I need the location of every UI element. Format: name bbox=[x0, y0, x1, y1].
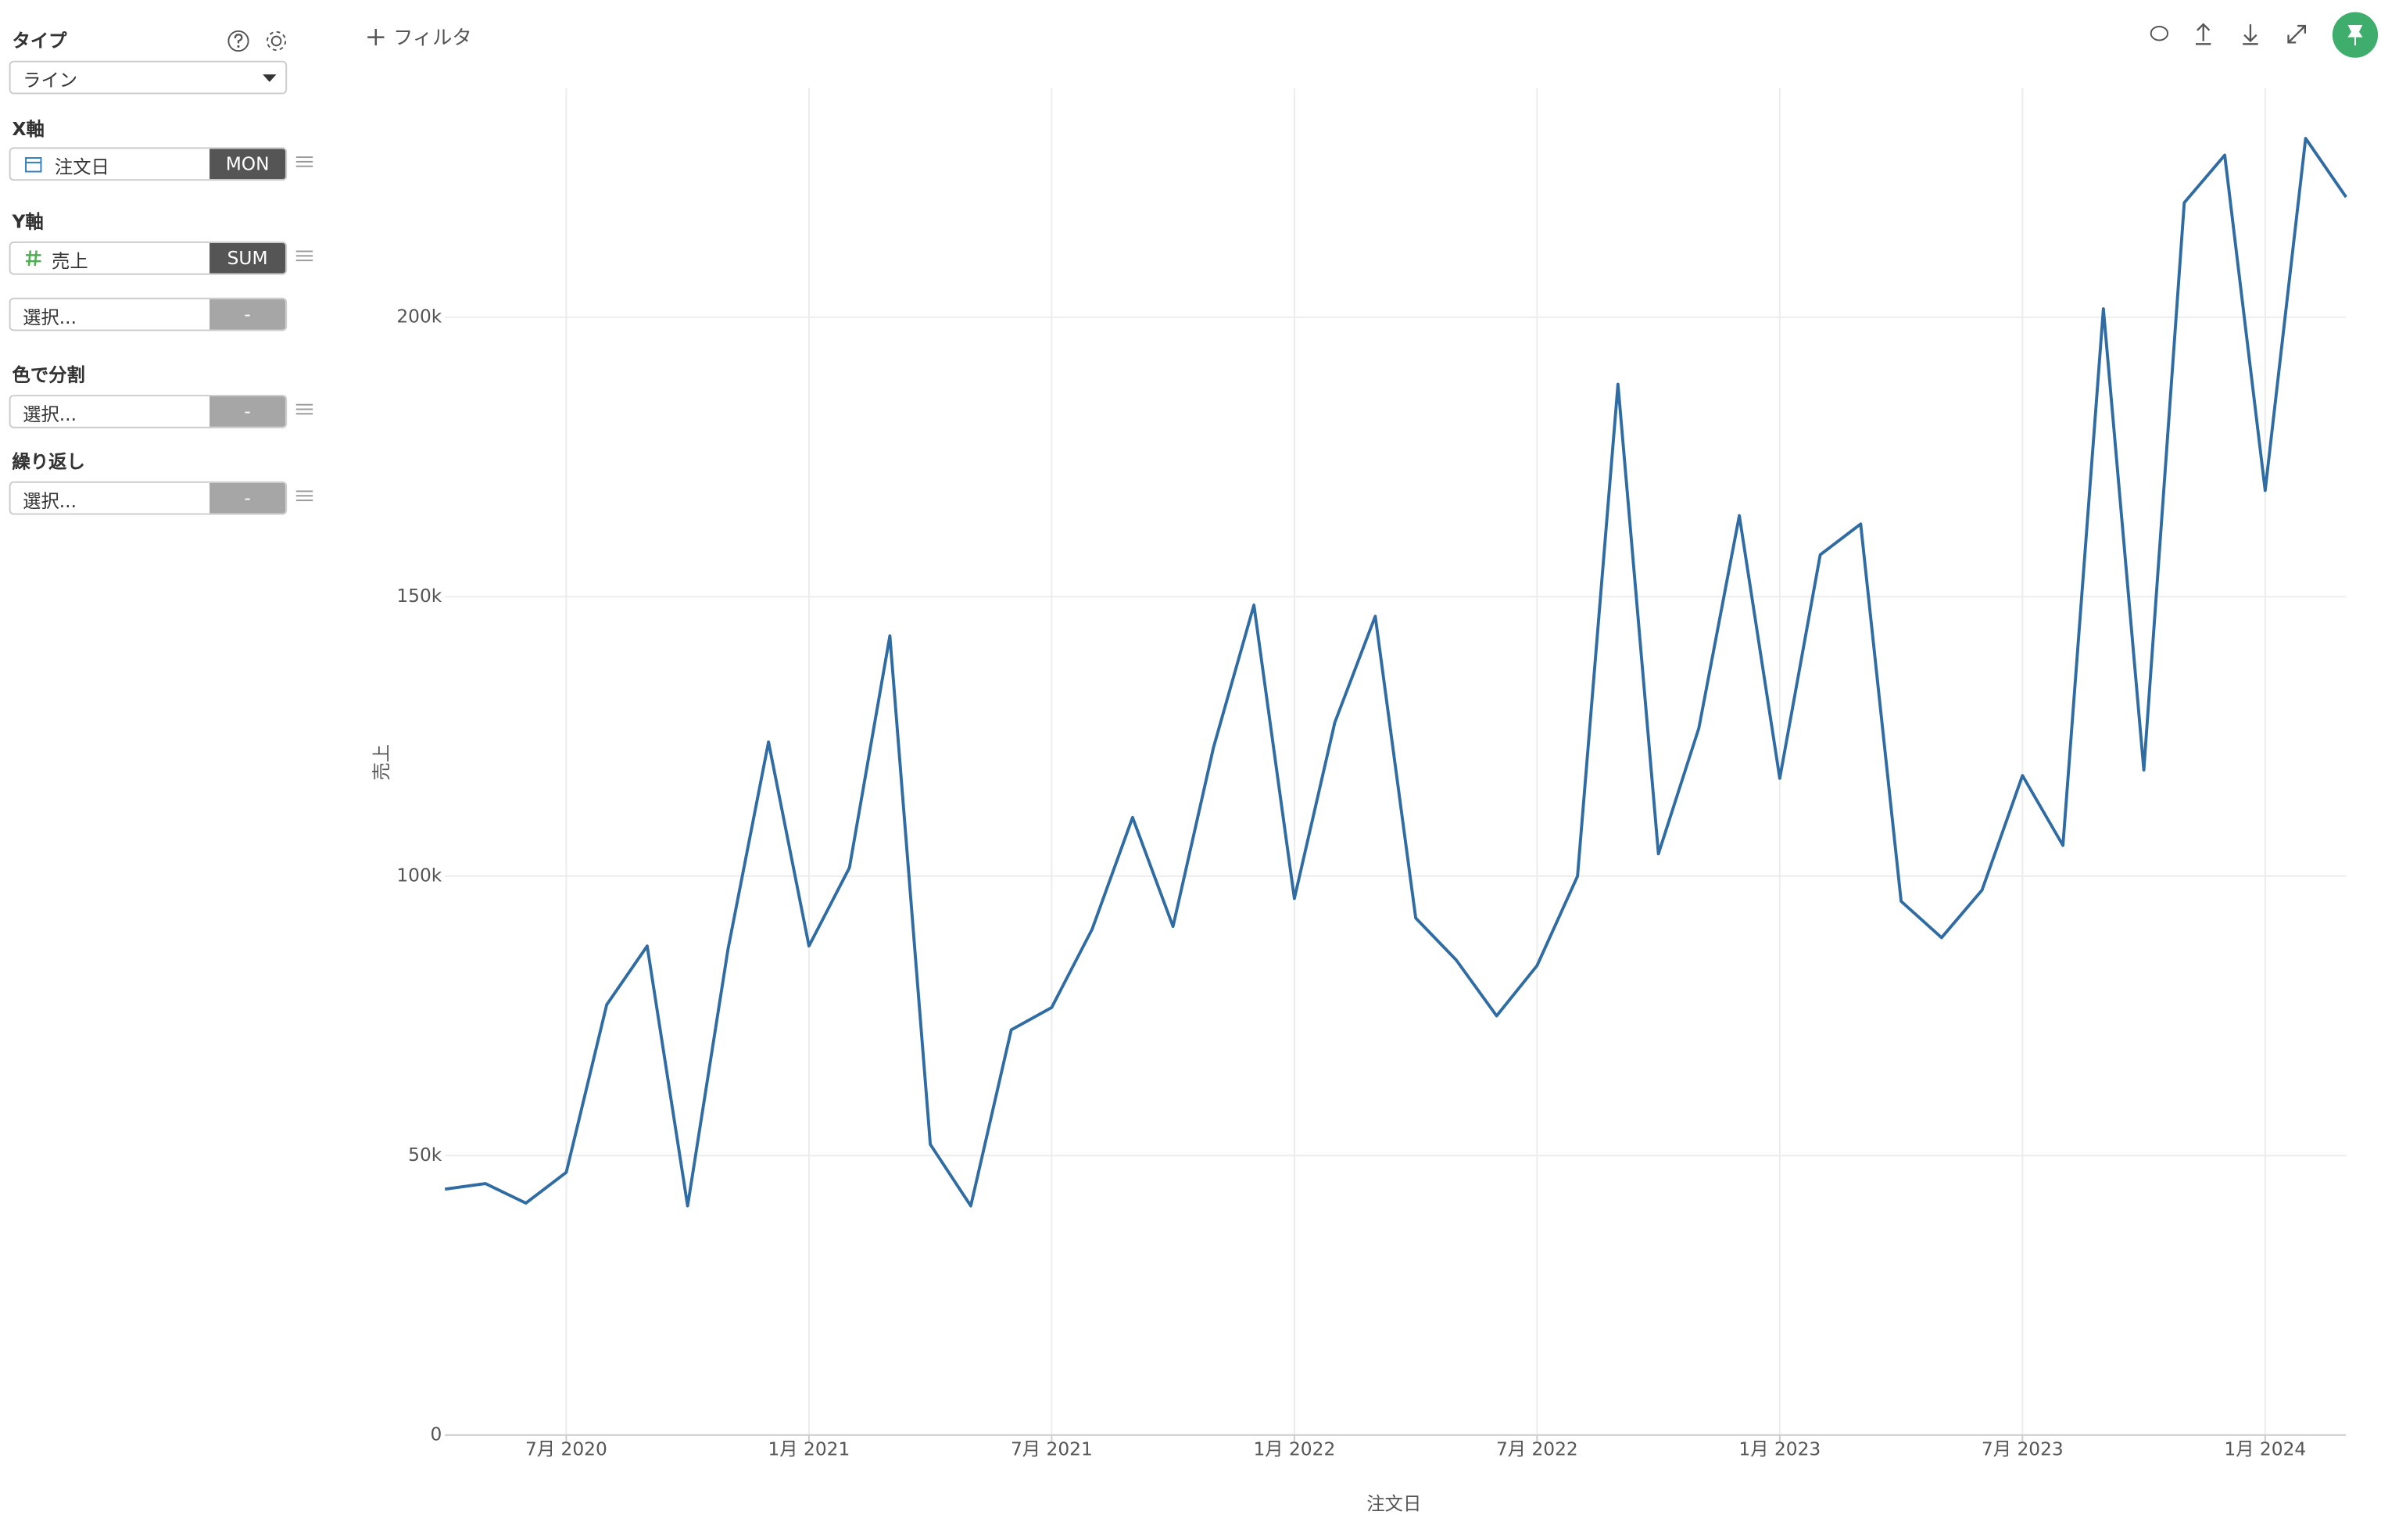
agg[interactable]: - bbox=[209, 396, 286, 427]
help-settings-icons[interactable] bbox=[226, 27, 292, 55]
type-select[interactable]: ライン bbox=[9, 60, 288, 95]
agg[interactable]: - bbox=[209, 482, 286, 514]
y-agg[interactable]: SUM bbox=[209, 242, 286, 274]
y-extra-field[interactable]: 選択... - bbox=[9, 297, 288, 331]
y-field-name: 売上 bbox=[52, 250, 88, 272]
x-tick-label: 1月 2023 bbox=[1738, 1439, 1821, 1460]
toolbar-icons[interactable] bbox=[2141, 12, 2381, 58]
y-tick-label: 150k bbox=[396, 586, 442, 607]
y-axis-title: 売上 bbox=[371, 744, 392, 781]
x-tick-label: 1月 2024 bbox=[2224, 1439, 2306, 1460]
placeholder: 選択... bbox=[23, 490, 77, 512]
x-field[interactable]: 注文日 MON bbox=[9, 147, 288, 181]
type-value: ライン bbox=[23, 70, 78, 91]
x-axis-label: X軸 bbox=[12, 118, 45, 140]
repeat-field[interactable]: 選択... - bbox=[9, 481, 288, 515]
color-field[interactable]: 選択... - bbox=[9, 395, 288, 428]
x-agg[interactable]: MON bbox=[209, 149, 286, 180]
y-field[interactable]: 売上 SUM bbox=[9, 241, 288, 275]
x-axis-title: 注文日 bbox=[1366, 1494, 1421, 1515]
x-tick-label: 1月 2022 bbox=[1253, 1439, 1335, 1460]
y-tick-label: 0 bbox=[430, 1424, 442, 1445]
x-tick-label: 7月 2022 bbox=[1496, 1439, 1578, 1460]
x-tick-label: 1月 2021 bbox=[768, 1439, 850, 1460]
drag-handle[interactable] bbox=[295, 488, 313, 504]
x-tick-label: 7月 2020 bbox=[525, 1439, 607, 1460]
x-field-name: 注文日 bbox=[54, 156, 109, 178]
y-tick-label: 100k bbox=[396, 865, 442, 886]
agg[interactable]: - bbox=[209, 299, 286, 330]
type-label: タイプ bbox=[12, 30, 67, 52]
y-tick-label: 200k bbox=[396, 306, 442, 327]
x-tick-label: 7月 2023 bbox=[1982, 1439, 2064, 1460]
drag-handle[interactable] bbox=[295, 153, 313, 170]
x-tick-label: 7月 2021 bbox=[1011, 1439, 1093, 1460]
y-tick-label: 50k bbox=[408, 1144, 442, 1166]
y-axis-label: Y軸 bbox=[12, 211, 44, 233]
drag-handle[interactable] bbox=[295, 401, 313, 417]
repeat-label: 繰り返し bbox=[12, 450, 85, 473]
line bbox=[444, 137, 2347, 1208]
placeholder: 選択... bbox=[23, 403, 77, 425]
placeholder: 選択... bbox=[23, 306, 77, 328]
drag-handle[interactable] bbox=[295, 248, 313, 264]
filter-button[interactable]: フィルタ bbox=[367, 21, 472, 50]
filter-text: フィルタ bbox=[393, 27, 472, 51]
color-label: 色で分割 bbox=[12, 364, 85, 386]
